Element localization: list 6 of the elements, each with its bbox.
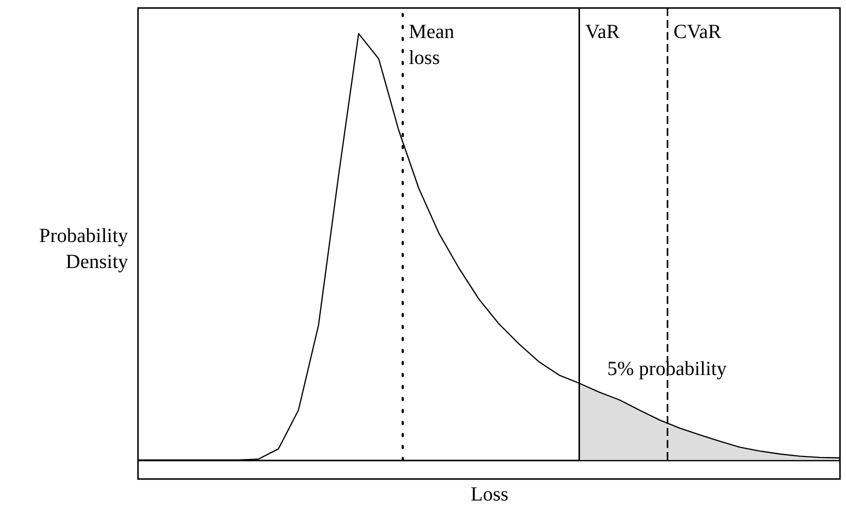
x-axis-title: Loss (470, 484, 509, 506)
y-axis-title: Probability Density (39, 225, 128, 273)
annotation: Mean loss (408, 21, 454, 69)
series-label: 5% probability (607, 358, 727, 380)
annotation: CVaR (674, 21, 722, 43)
annotation: VaR (585, 21, 620, 43)
